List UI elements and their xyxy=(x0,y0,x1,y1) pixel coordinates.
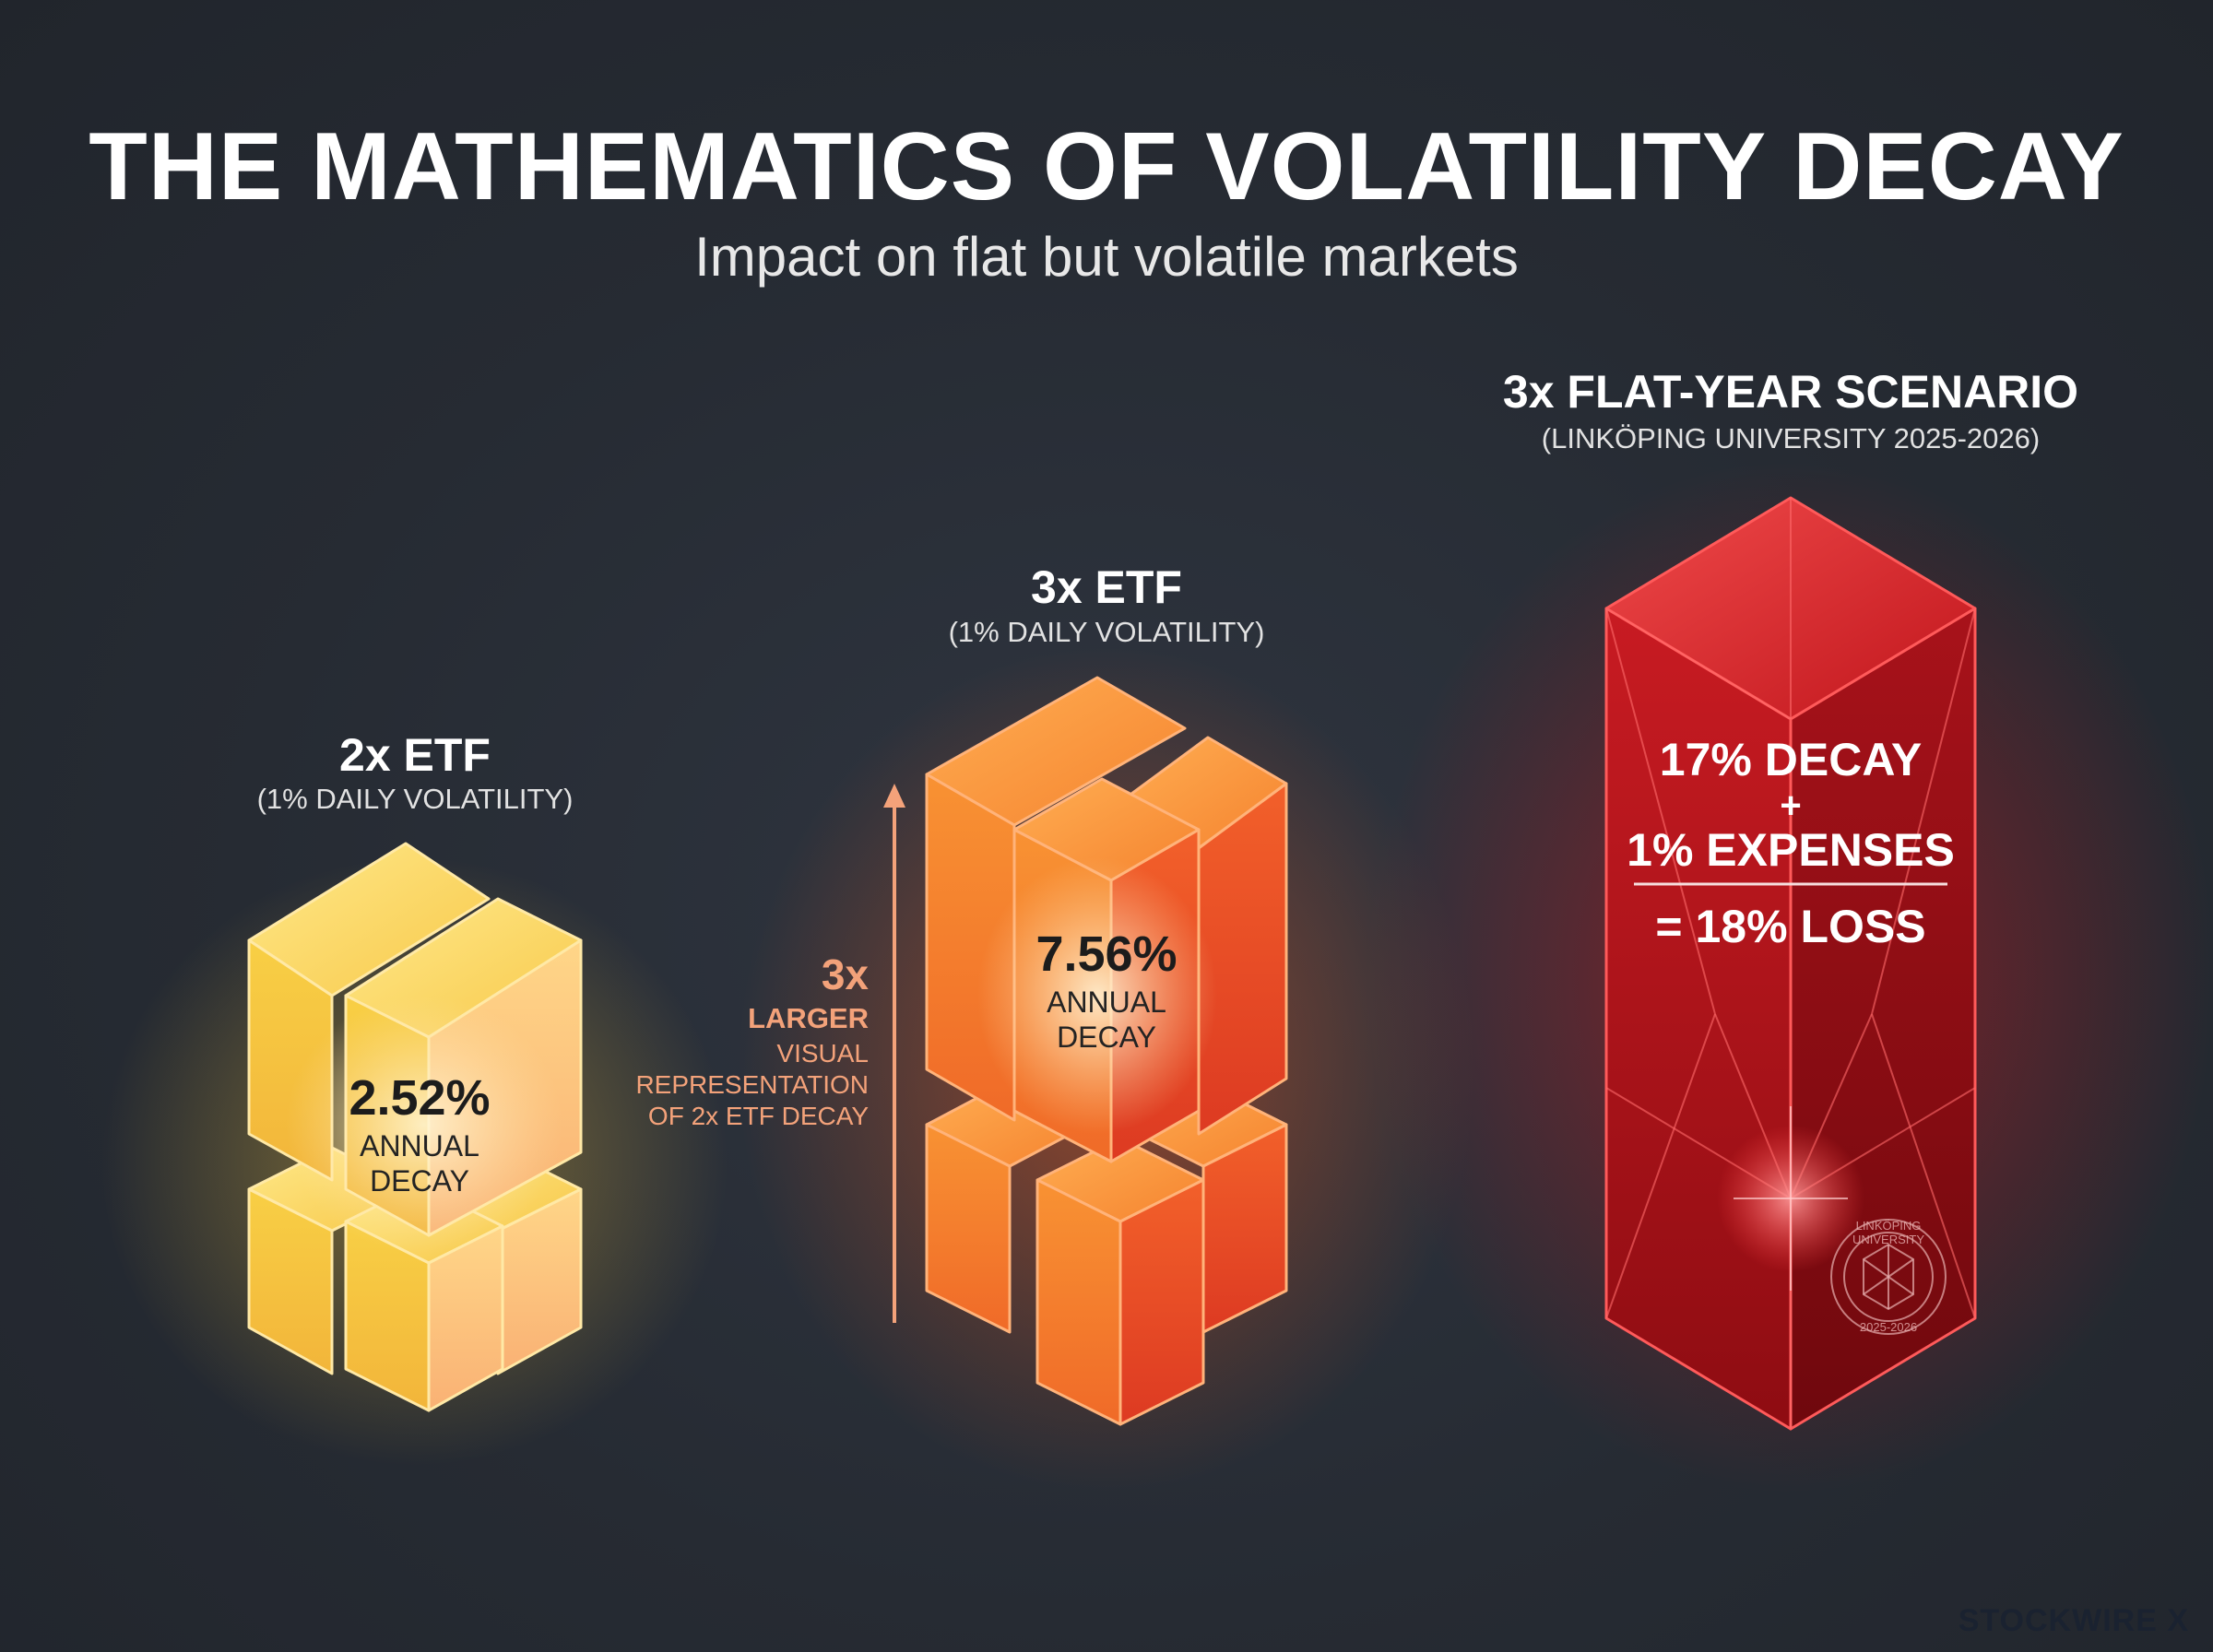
yellow-block-2x xyxy=(247,842,583,1412)
label-2x-decay: DECAY xyxy=(370,1164,469,1198)
page-subtitle: Impact on flat but volatile markets xyxy=(694,226,1519,288)
comparison-line1: LARGER xyxy=(748,1002,869,1034)
heading-2x-etf: 2x ETF xyxy=(339,729,491,781)
brand-logo: STOCKWIRE X xyxy=(1958,1603,2189,1638)
label-2x-annual: ANNUAL xyxy=(360,1129,479,1162)
comparison-line3: REPRESENTATION xyxy=(635,1070,869,1099)
red-crystal-scenario xyxy=(1604,496,1977,1431)
heading-3x-etf: 3x ETF xyxy=(1031,561,1182,613)
value-2x-etf: 2.52% xyxy=(349,1070,491,1126)
comparison-multiplier: 3x xyxy=(821,950,869,998)
page-title: THE MATHEMATICS OF VOLATILITY DECAY xyxy=(89,113,2124,220)
value-3x-etf: 7.56% xyxy=(1035,926,1178,982)
comparison-line4: OF 2x ETF DECAY xyxy=(647,1102,869,1130)
university-seal-icon xyxy=(1830,1219,1947,1335)
subheading-2x-etf: (1% DAILY VOLATILITY) xyxy=(256,783,574,815)
subheading-3x-etf: (1% DAILY VOLATILITY) xyxy=(948,616,1265,648)
label-3x-annual: ANNUAL xyxy=(1047,985,1166,1019)
seal-text-top: LINKÖPING UNIVERSITY xyxy=(1852,1219,1924,1246)
seal-text-bottom: 2025-2026 xyxy=(1859,1320,1918,1334)
heading-flat-year: 3x FLAT-YEAR SCENARIO xyxy=(1502,366,2079,418)
scenario-expenses: 1% EXPENSES xyxy=(1627,824,1955,876)
scenario-result: = 18% LOSS xyxy=(1655,901,1926,952)
label-3x-decay: DECAY xyxy=(1057,1021,1156,1054)
comparison-arrow-icon xyxy=(883,784,905,1323)
scenario-plus: + xyxy=(1780,785,1802,826)
orange-block-3x xyxy=(925,676,1288,1426)
comparison-line2: VISUAL xyxy=(776,1039,869,1068)
scenario-decay: 17% DECAY xyxy=(1659,734,1923,785)
subheading-flat-year: (LINKÖPING UNIVERSITY 2025-2026) xyxy=(1541,422,2041,454)
